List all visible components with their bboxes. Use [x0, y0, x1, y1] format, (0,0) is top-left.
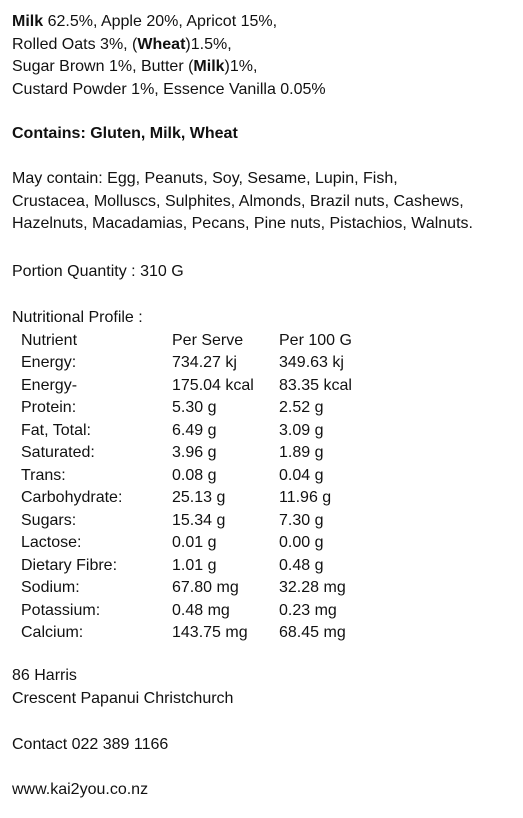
allergen-bold: Milk	[12, 13, 44, 30]
may-contain-statement: May contain: Egg, Peanuts, Soy, Sesame, …	[12, 168, 473, 236]
allergen-bold: Milk	[193, 58, 225, 75]
column-header: Per Serve	[172, 331, 244, 349]
nutrient-name: Energy-	[21, 376, 78, 394]
per-serve-value: 3.96 g	[172, 444, 217, 461]
ingredients-text: )1%,	[224, 58, 258, 75]
nutrient-name: Lactose:	[21, 534, 82, 551]
column-header: Per 100 G	[279, 331, 352, 349]
nutrition-row: Sugars: 15.34 g 7.30 g	[12, 510, 472, 533]
ingredients-text: )1.5%,	[185, 35, 232, 53]
nutrient-name: Sodium:	[21, 579, 80, 596]
ingredients-line: Rolled Oats 3%, (Wheat)1.5%,	[12, 34, 326, 57]
per-100g-value: 349.63 kj	[279, 354, 344, 371]
nutrient-name: Calcium:	[21, 624, 84, 641]
per-100g-value: 68.45 mg	[279, 624, 346, 641]
per-serve-value: 1.01 g	[172, 556, 217, 574]
per-serve-value: 0.48 mg	[172, 601, 230, 619]
ingredients-line: Milk 62.5%, Apple 20%, Apricot 15%,	[12, 11, 326, 34]
contact-phone: Contact 022 389 1166	[12, 736, 169, 753]
nutrition-row: Dietary Fibre: 1.01 g 0.48 g	[12, 555, 472, 578]
per-serve-value: 0.01 g	[172, 534, 217, 551]
nutrient-name: Protein:	[21, 399, 77, 416]
ingredients-text: Rolled Oats 3%, (	[12, 35, 138, 53]
nutrition-row: Energy: 734.27 kj 349.63 kj	[12, 352, 472, 375]
address: 86 Harris Crescent Papanui Christchurch	[12, 665, 233, 710]
per-serve-value: 25.13 g	[172, 489, 226, 506]
may-contain-line: Hazelnuts, Macadamias, Pecans, Pine nuts…	[12, 215, 473, 232]
nutrition-row: Carbohydrate: 25.13 g 11.96 g	[12, 487, 472, 510]
nutrition-row: Lactose: 0.01 g 0.00 g	[12, 532, 472, 555]
may-contain-line: May contain: Egg, Peanuts, Soy, Sesame, …	[12, 170, 398, 187]
address-line: Crescent Papanui Christchurch	[12, 689, 234, 707]
per-100g-value: 2.52 g	[279, 399, 324, 416]
may-contain-line: Crustacea, Molluscs, Sulphites, Almonds,…	[12, 192, 464, 210]
nutrition-row: Potassium: 0.48 mg 0.23 mg	[12, 600, 472, 623]
per-100g-value: 3.09 g	[279, 421, 324, 439]
nutrition-row: Trans: 0.08 g 0.04 g	[12, 465, 472, 488]
per-100g-value: 83.35 kcal	[279, 376, 352, 394]
nutrient-name: Energy:	[21, 354, 77, 371]
per-serve-value: 15.34 g	[172, 511, 226, 529]
per-serve-value: 175.04 kcal	[172, 376, 254, 394]
per-serve-value: 6.49 g	[172, 421, 217, 439]
per-100g-value: 32.28 mg	[279, 579, 346, 596]
nutrient-name: Trans:	[21, 466, 66, 484]
nutrient-name: Dietary Fibre:	[21, 556, 118, 574]
nutrition-row: Calcium: 143.75 mg 68.45 mg	[12, 622, 472, 645]
nutrient-name: Saturated:	[21, 444, 95, 461]
nutrition-header-row: Nutrient Per Serve Per 100 G	[12, 330, 472, 353]
ingredients-line: Sugar Brown 1%, Butter (Milk)1%,	[12, 56, 326, 79]
nutrient-name: Potassium:	[21, 601, 101, 619]
per-serve-value: 67.80 mg	[172, 579, 239, 596]
nutrient-name: Carbohydrate:	[21, 489, 123, 506]
per-100g-value: 0.00 g	[279, 534, 324, 551]
portion-quantity: Portion Quantity : 310 G	[12, 263, 184, 280]
nutrition-row: Energy- 175.04 kcal 83.35 kcal	[12, 375, 472, 398]
ingredients-line: Custard Powder 1%, Essence Vanilla 0.05%	[12, 79, 326, 102]
address-line: 86 Harris	[12, 667, 77, 684]
ingredients-text: Custard Powder 1%, Essence Vanilla 0.05%	[12, 80, 326, 98]
nutrient-name: Fat, Total:	[21, 421, 91, 439]
per-serve-value: 0.08 g	[172, 466, 217, 484]
allergen-bold: Wheat	[137, 35, 186, 53]
ingredients-text: 62.5%, Apple 20%, Apricot 15%,	[43, 13, 278, 30]
per-100g-value: 11.96 g	[279, 489, 332, 506]
per-serve-value: 5.30 g	[172, 399, 217, 416]
per-100g-value: 0.23 mg	[279, 601, 337, 619]
nutrition-row: Fat, Total: 6.49 g 3.09 g	[12, 420, 472, 443]
contains-statement: Contains: Gluten, Milk, Wheat	[12, 123, 238, 146]
column-header: Nutrient	[21, 331, 78, 349]
website-link[interactable]: www.kai2you.co.nz	[12, 781, 149, 798]
per-serve-value: 734.27 kj	[172, 354, 237, 371]
per-100g-value: 1.89 g	[279, 444, 324, 461]
per-100g-value: 7.30 g	[279, 511, 324, 529]
per-serve-value: 143.75 mg	[172, 624, 248, 641]
nutrition-row: Saturated: 3.96 g 1.89 g	[12, 442, 472, 465]
nutrition-row: Protein: 5.30 g 2.52 g	[12, 397, 472, 420]
per-100g-value: 0.04 g	[279, 466, 324, 484]
contains-text: Contains: Gluten, Milk, Wheat	[12, 125, 238, 142]
per-100g-value: 0.48 g	[279, 556, 324, 574]
nutrition-table: Nutritional Profile : Nutrient Per Serve…	[12, 307, 472, 645]
nutrient-name: Sugars:	[21, 511, 77, 529]
ingredients-list: Milk 62.5%, Apple 20%, Apricot 15%, Roll…	[12, 11, 326, 101]
nutrition-row: Sodium: 67.80 mg 32.28 mg	[12, 577, 472, 600]
ingredients-text: Sugar Brown 1%, Butter (	[12, 58, 194, 75]
nutrition-title: Nutritional Profile :	[12, 309, 143, 326]
